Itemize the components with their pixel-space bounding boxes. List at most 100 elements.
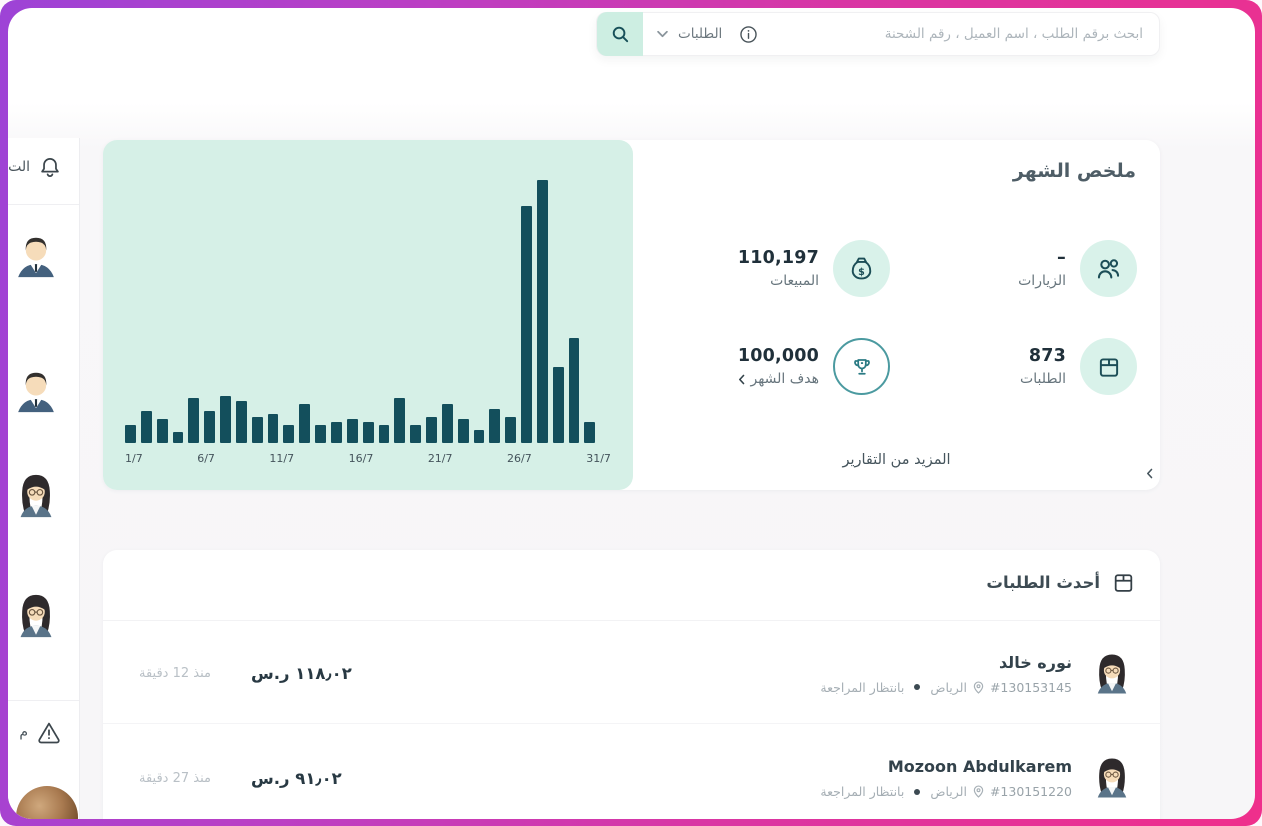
chart-bar: [346, 419, 358, 443]
latest-orders-title: أحدث الطلبات: [986, 573, 1100, 592]
chart-bar: [220, 395, 231, 443]
search-button[interactable]: [597, 12, 643, 56]
order-city: الرياض: [930, 784, 967, 799]
chart-x-label: [470, 452, 477, 465]
info-icon[interactable]: [738, 24, 759, 45]
warning-item[interactable]: م: [19, 718, 79, 746]
photo-thumbnail[interactable]: [16, 786, 78, 819]
stat-sales: $ 110,197 المبيعات: [640, 240, 890, 297]
chart-bar: [362, 421, 374, 443]
order-city: الرياض: [930, 679, 967, 695]
order-status: بانتظار المراجعة: [820, 784, 905, 799]
chart-x-label: 1/7: [125, 452, 143, 465]
chart-bar: [457, 419, 469, 443]
chart-bar: [251, 416, 263, 443]
chart-x-label: [482, 452, 489, 465]
dashboard-page: الطلبات الت: [8, 8, 1255, 819]
chart-x-label: [160, 452, 167, 465]
order-time: منذ 12 دقيقة: [139, 666, 211, 681]
avatar-female-2[interactable]: [10, 590, 62, 642]
more-reports-link[interactable]: المزيد من التقارير: [633, 452, 1160, 479]
chart-x-label: [458, 452, 465, 465]
chart-x-label: 21/7: [427, 452, 453, 465]
bell-icon: [41, 158, 59, 177]
status-dot: [914, 684, 921, 690]
chart-x-label: [245, 452, 252, 465]
warning-triangle-icon: [38, 722, 60, 744]
sales-value: 110,197: [737, 248, 819, 268]
chart-x-label: [324, 452, 331, 465]
chart-x-label: [561, 452, 568, 465]
chart-x-label: [336, 452, 343, 465]
chart-x-label: 31/7: [586, 452, 611, 465]
chart-bar: [299, 403, 311, 443]
search-category-select[interactable]: الطلبات: [678, 26, 723, 42]
more-reports-label: المزيد من التقارير: [842, 452, 951, 468]
goal-label: هدف الشهر: [750, 371, 819, 387]
avatar-male-1[interactable]: [10, 230, 62, 282]
latest-orders-header: أحدث الطلبات: [986, 570, 1136, 595]
goal-link[interactable]: هدف الشهر: [738, 371, 819, 387]
chart-bar: [140, 411, 152, 443]
chart-x-label: [148, 452, 155, 465]
divider: [103, 620, 1160, 621]
chart-x-label: [257, 452, 264, 465]
chevron-down-icon[interactable]: [657, 30, 668, 38]
chart-bar: [315, 424, 326, 443]
money-bag-icon: $: [851, 257, 872, 280]
chart-x-label: [220, 452, 227, 465]
trophy-icon: [853, 358, 870, 375]
chart-bar: [235, 400, 247, 443]
svg-text:$: $: [858, 267, 865, 278]
chart-x-label: [299, 452, 306, 465]
chart-x-label: [403, 452, 410, 465]
orders-label: الطلبات: [1020, 371, 1066, 387]
chart-bar: [172, 432, 184, 443]
chart-bar: [267, 414, 279, 443]
daily-sales-chart: 1/7 6/7 11/7 16/7 21/7 26/7 31/7: [103, 140, 633, 490]
customer-name: Mozoon Abdulkarem: [887, 757, 1072, 776]
chart-bar: [536, 180, 548, 443]
order-row[interactable]: Mozoon Abdulkarem #130151220 الرياض بانت…: [103, 728, 1160, 819]
chart-x-label: [574, 452, 581, 465]
rail-divider: [8, 700, 79, 701]
chart-bar: [378, 424, 390, 443]
visits-label: الزيارات: [1018, 273, 1066, 289]
chart-x-label: [391, 452, 398, 465]
orders-value: 873: [1028, 346, 1066, 366]
order-row[interactable]: نوره خالد #130153145 الرياض بانتظار المر…: [103, 624, 1160, 724]
chart-x-label: [415, 452, 422, 465]
chart-bar: [426, 416, 437, 443]
summary-title: ملخص الشهر: [1012, 160, 1136, 182]
people-icon: [1097, 259, 1120, 279]
chart-x-label: [232, 452, 239, 465]
sales-label: المبيعات: [770, 273, 819, 289]
stat-visits: – الزيارات: [887, 240, 1137, 297]
order-amount: ١١٨٫٠٢ ر.س: [251, 664, 352, 683]
warning-label: م: [19, 724, 28, 740]
order-number: #130153145: [989, 679, 1072, 695]
visits-value: –: [1057, 248, 1066, 268]
chart-bar: [441, 403, 453, 443]
package-icon: [1114, 574, 1133, 592]
notifications-item[interactable]: الت: [8, 154, 79, 180]
chart-bar: [584, 421, 596, 443]
stat-circle: [1080, 338, 1137, 395]
avatar-male-2[interactable]: [10, 365, 62, 417]
chart-bar: [473, 429, 485, 443]
status-dot: [914, 788, 921, 795]
goal-value: 100,000: [737, 346, 819, 366]
package-icon: [1099, 357, 1118, 377]
chart-bar: [568, 337, 580, 443]
left-rail: الت م: [8, 138, 80, 819]
chart-x-label: [378, 452, 385, 465]
chart-bar: [156, 419, 168, 443]
chart-x-label: 11/7: [269, 452, 295, 465]
avatar-female-1[interactable]: [10, 470, 62, 522]
chart-x-label: [172, 452, 179, 465]
chart-bar: [489, 408, 501, 443]
chart-x-label: [185, 452, 192, 465]
search-input[interactable]: [763, 13, 1159, 55]
chart-bar: [521, 206, 532, 443]
